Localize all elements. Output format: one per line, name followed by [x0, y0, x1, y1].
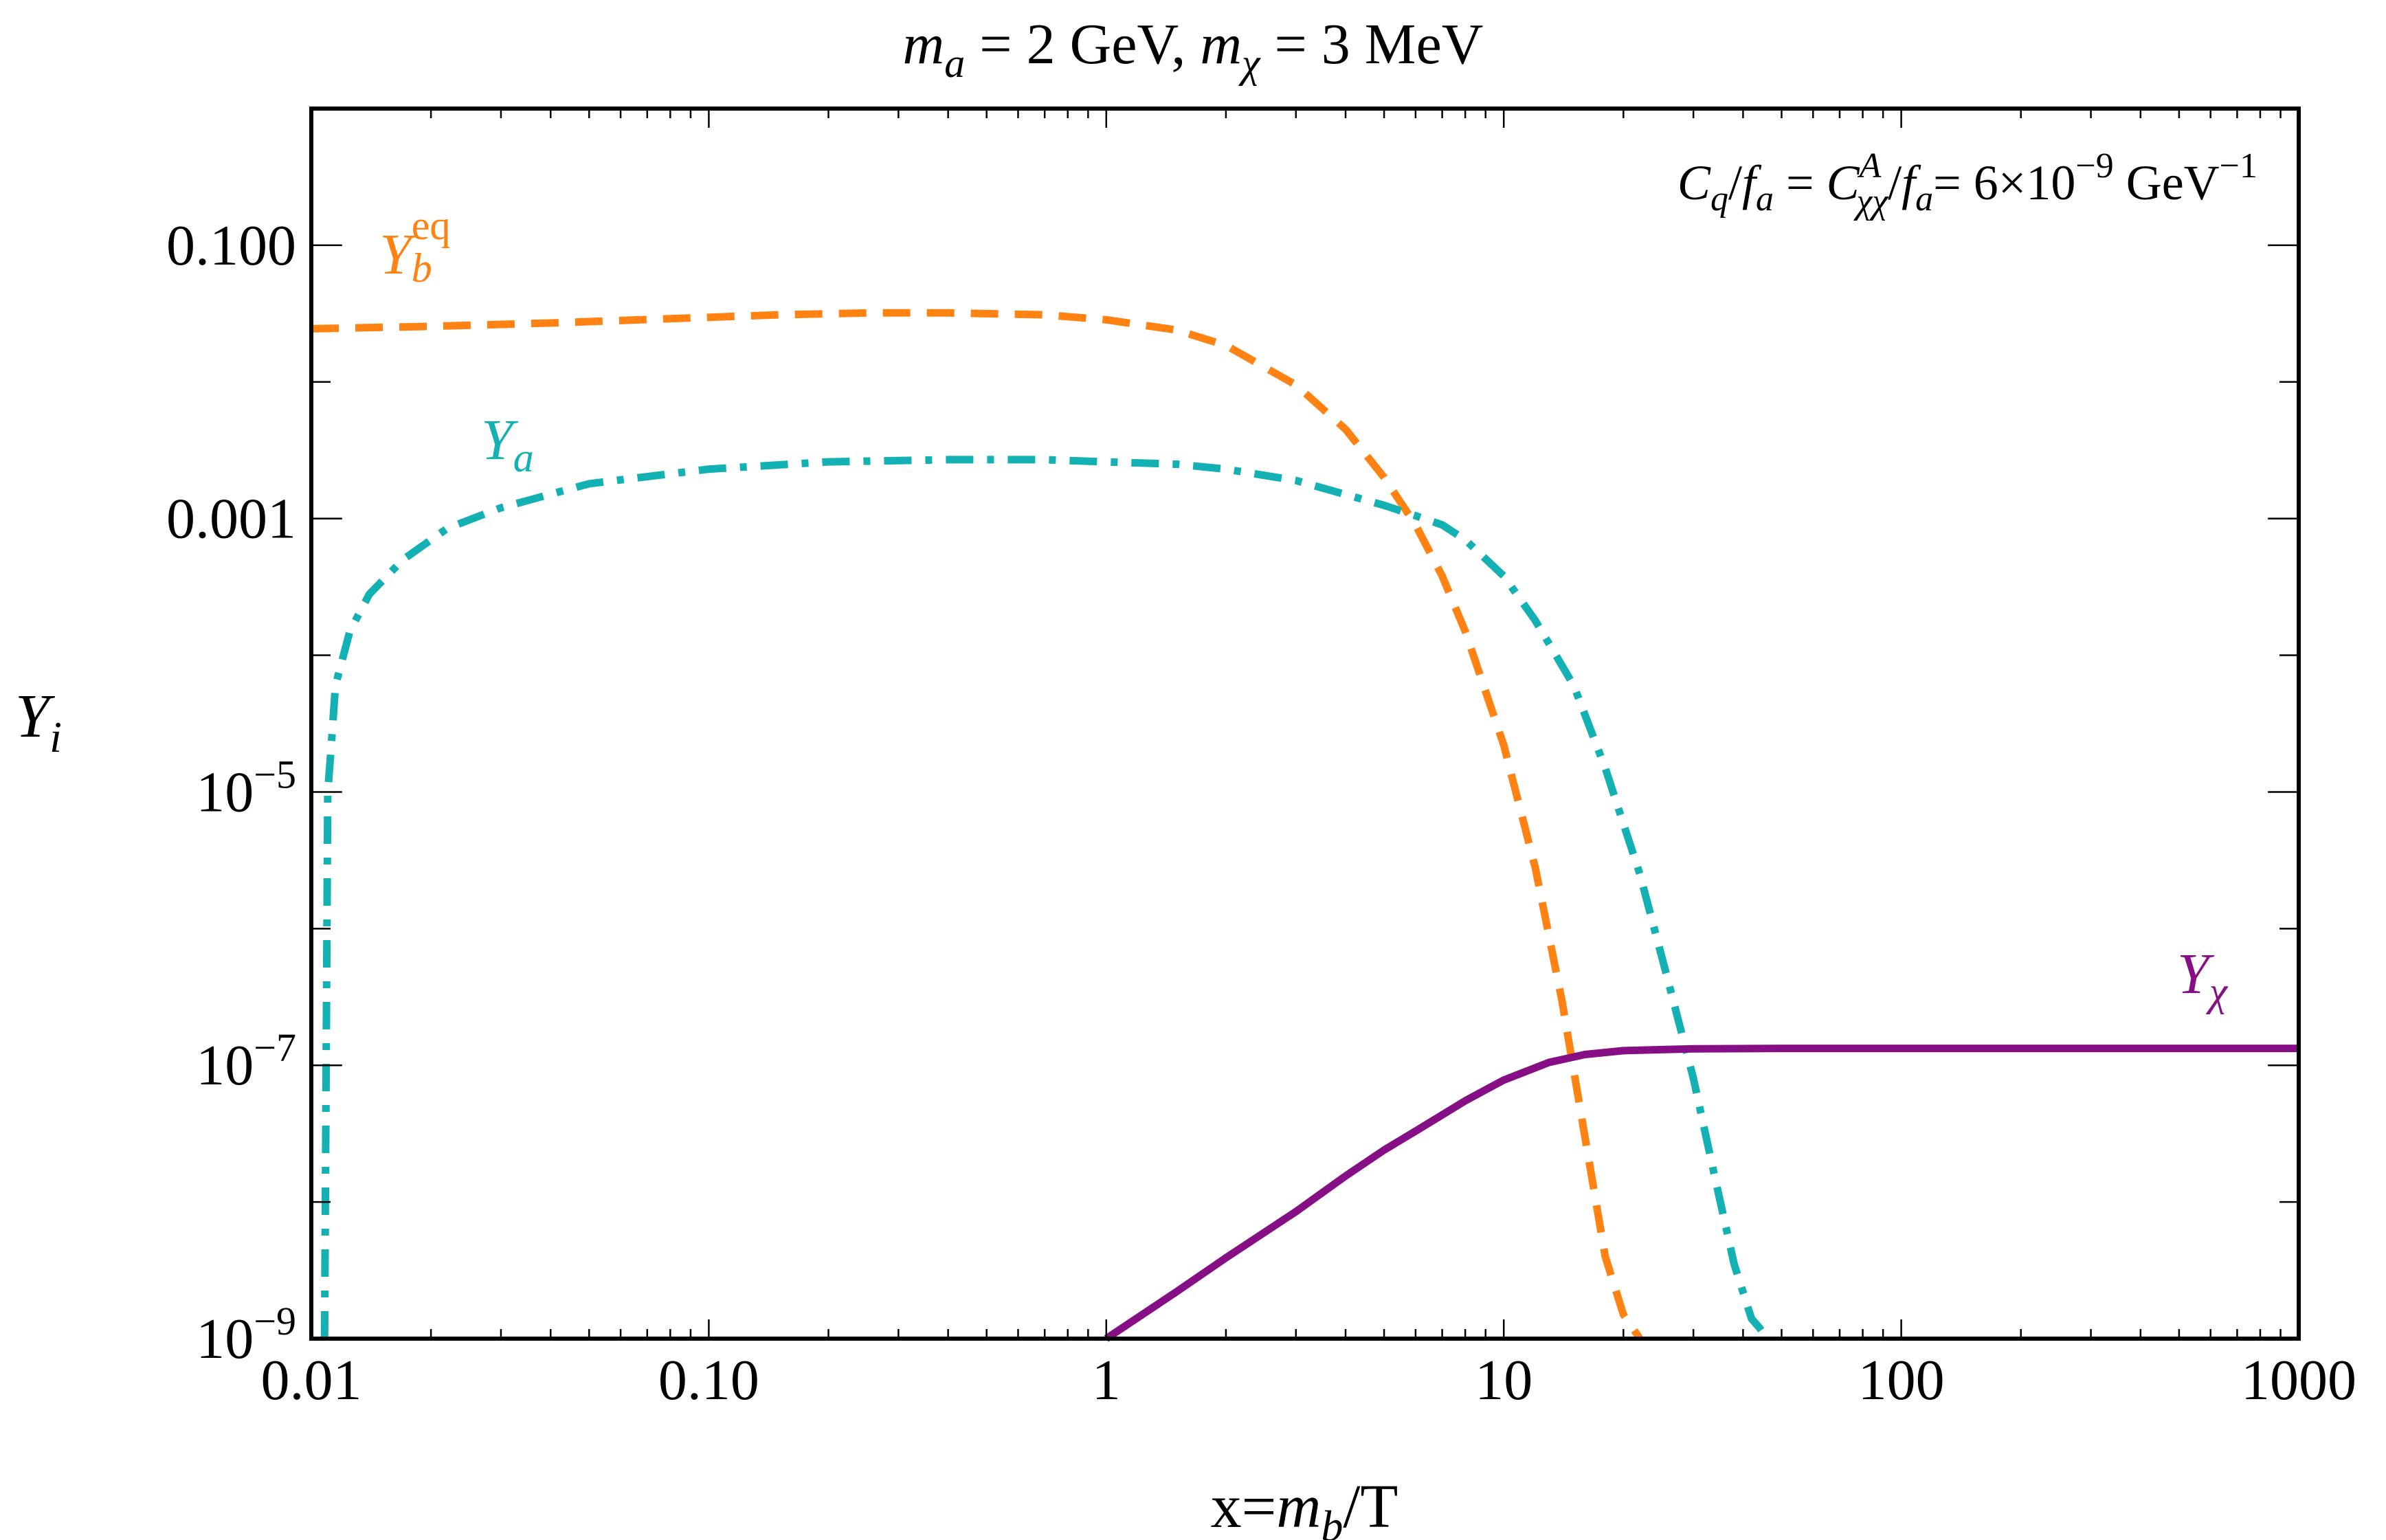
- series-layer: [311, 309, 2299, 1342]
- y-tick-labels: 0.100 0.001 10−5 10−7 10−9: [166, 214, 296, 1371]
- x-tick-label: 1000: [2241, 1348, 2356, 1412]
- y-tick-label: 0.001: [166, 487, 296, 551]
- chart-title: ma = 2 GeV, mχ = 3 MeV: [903, 12, 1484, 86]
- y-tick-label: 10−9: [196, 1299, 296, 1371]
- series-label-ychi: Yχ: [2177, 942, 2229, 1014]
- x-tick-labels: 0.01 0.10 1 10 100 1000: [261, 1348, 2357, 1412]
- y-tick-label: 10−5: [196, 752, 296, 824]
- y-tick-label: 10−7: [196, 1025, 296, 1097]
- series-line-2: [1104, 1045, 2299, 1342]
- x-tick-label: 0.10: [658, 1348, 759, 1412]
- x-tick-label: 10: [1475, 1348, 1532, 1412]
- tick-layer: [310, 107, 2299, 1340]
- series-label-yb-eq: Ybeq: [379, 203, 450, 291]
- plot-frame: [309, 107, 2301, 1341]
- x-tick-label: 1: [1092, 1348, 1121, 1412]
- y-axis-label: Yi: [15, 682, 62, 761]
- x-tick-label: 100: [1858, 1348, 1945, 1412]
- y-tick-label: 0.100: [166, 214, 296, 278]
- x-axis-label: x=mb/T: [1211, 1473, 1398, 1540]
- coupling-annotation: Cq/fa = CA χχ/fa= 6×10−9 GeV−1: [1677, 146, 2257, 221]
- x-tick-label: 0.01: [261, 1348, 362, 1412]
- series-line-1: [320, 456, 1770, 1341]
- series-line-0: [311, 309, 1643, 1341]
- series-label-ya: Ya: [481, 408, 534, 480]
